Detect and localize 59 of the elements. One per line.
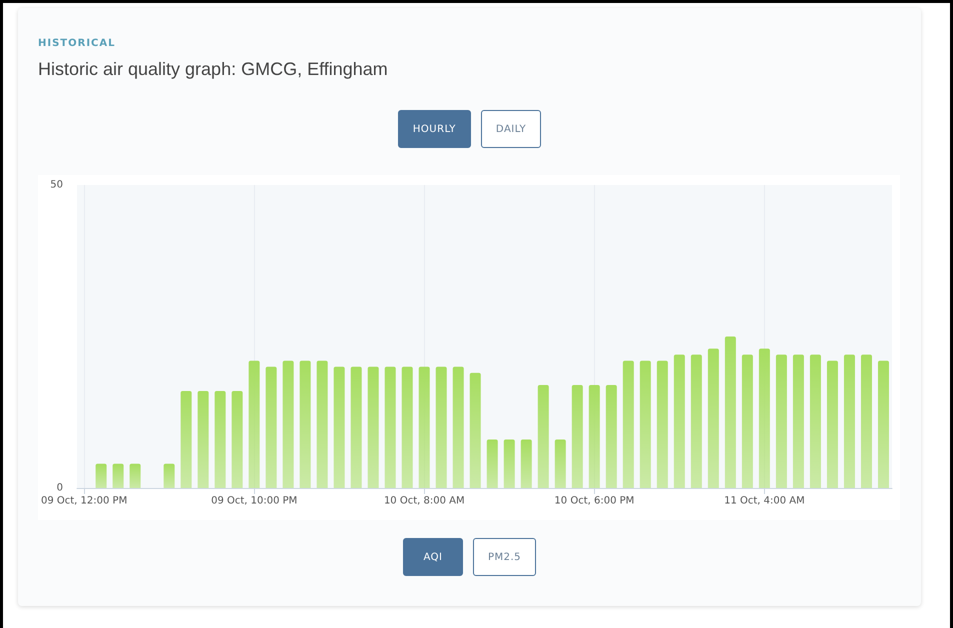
y-tick-label: 50 bbox=[50, 180, 64, 190]
bar bbox=[334, 366, 345, 488]
bar bbox=[810, 354, 821, 488]
bar bbox=[266, 366, 277, 488]
bar bbox=[724, 336, 736, 488]
bar bbox=[538, 384, 549, 488]
text: PM2.5 bbox=[472, 538, 536, 576]
bar bbox=[164, 464, 175, 488]
text: DAILY bbox=[480, 110, 542, 148]
bar bbox=[470, 372, 481, 488]
x-tick-label: 09 Oct, 12:00 PM bbox=[40, 496, 128, 506]
bar bbox=[384, 366, 396, 488]
bar bbox=[504, 440, 515, 488]
text: HOURLY bbox=[398, 110, 471, 148]
bar bbox=[180, 391, 192, 488]
bar bbox=[572, 384, 583, 488]
bar bbox=[860, 354, 872, 488]
bar bbox=[350, 366, 362, 488]
bar bbox=[198, 391, 209, 488]
bar bbox=[520, 440, 532, 488]
bar bbox=[282, 360, 294, 488]
bar bbox=[112, 464, 124, 488]
bar bbox=[402, 366, 413, 488]
bar bbox=[622, 360, 634, 488]
bar bbox=[878, 360, 889, 488]
bar bbox=[554, 440, 566, 488]
bar bbox=[640, 360, 651, 488]
bar bbox=[452, 366, 464, 488]
bar bbox=[130, 464, 141, 488]
bar bbox=[776, 354, 787, 488]
chart-subtitle: HISTORICAL bbox=[38, 38, 116, 49]
bar bbox=[758, 348, 770, 488]
bar bbox=[656, 360, 668, 488]
bar bbox=[674, 354, 685, 488]
bar bbox=[368, 366, 379, 488]
bar bbox=[606, 384, 617, 488]
bar bbox=[588, 384, 600, 488]
bar bbox=[232, 391, 243, 488]
bar bbox=[436, 366, 447, 488]
bar bbox=[708, 348, 719, 488]
x-tick-label: 09 Oct, 10:00 PM bbox=[211, 496, 298, 506]
y-tick-label: 0 bbox=[56, 482, 64, 494]
bar bbox=[248, 360, 260, 488]
bar bbox=[742, 354, 753, 488]
bar bbox=[300, 360, 311, 488]
chart-title: Historic air quality graph: GMCG, Effingham bbox=[38, 59, 388, 80]
bar bbox=[792, 354, 804, 488]
bar bbox=[214, 391, 226, 488]
text: AQI bbox=[402, 538, 463, 576]
bar bbox=[316, 360, 328, 488]
bar bbox=[844, 354, 855, 488]
bar bbox=[690, 354, 702, 488]
x-tick-label: 11 Oct, 4:00 AM bbox=[724, 496, 805, 506]
bar bbox=[826, 360, 838, 488]
x-tick-label: 10 Oct, 6:00 PM bbox=[554, 496, 634, 506]
bar bbox=[418, 366, 430, 488]
x-tick-label: 10 Oct, 8:00 AM bbox=[384, 496, 465, 506]
bar bbox=[96, 464, 107, 488]
bar bbox=[486, 440, 498, 488]
